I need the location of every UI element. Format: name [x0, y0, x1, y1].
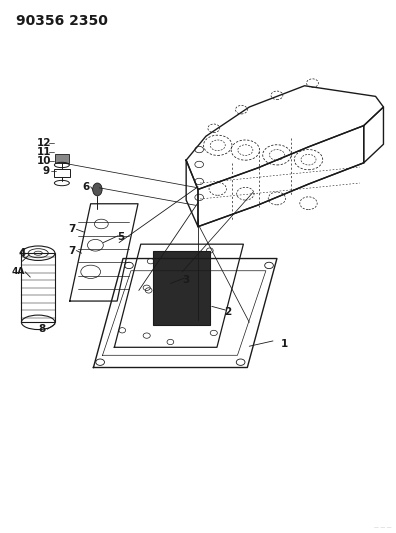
Text: — — —: — — —: [374, 524, 391, 530]
Text: 6: 6: [82, 182, 89, 192]
Text: 2: 2: [224, 306, 231, 317]
Text: 10: 10: [37, 156, 51, 166]
Bar: [55, 155, 69, 163]
Text: 7: 7: [68, 246, 75, 255]
Polygon shape: [152, 251, 210, 325]
Text: 12: 12: [37, 138, 51, 148]
Text: 7: 7: [68, 224, 75, 235]
Text: 3: 3: [183, 275, 190, 285]
Text: 9: 9: [42, 166, 50, 176]
Circle shape: [93, 183, 102, 196]
Text: 4A: 4A: [12, 268, 25, 276]
Text: 4: 4: [19, 248, 26, 258]
Bar: [21, 253, 55, 322]
Text: 5: 5: [118, 232, 125, 243]
Text: 90356 2350: 90356 2350: [17, 14, 109, 28]
Bar: [54, 169, 70, 176]
Text: 1: 1: [281, 338, 288, 349]
Text: 8: 8: [38, 324, 46, 334]
Text: 11: 11: [37, 147, 51, 157]
